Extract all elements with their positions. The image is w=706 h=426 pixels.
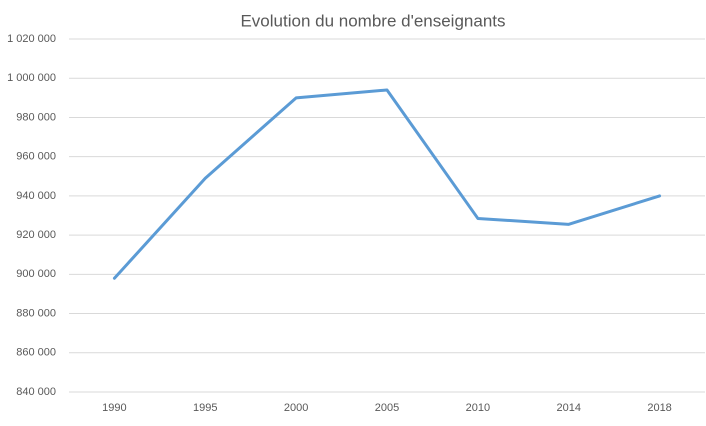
- x-tick-label: 2000: [284, 402, 308, 414]
- x-tick-label: 2014: [556, 402, 580, 414]
- x-tick-label: 2018: [647, 402, 671, 414]
- x-tick-label: 2005: [375, 402, 399, 414]
- y-tick-label: 860 000: [16, 347, 56, 359]
- y-tick-label: 880 000: [16, 307, 56, 319]
- y-tick-label: 900 000: [16, 268, 56, 280]
- x-tick-label: 2010: [466, 402, 490, 414]
- y-tick-label: 940 000: [16, 190, 56, 202]
- y-tick-label: 980 000: [16, 111, 56, 123]
- data-line: [112, 88, 662, 280]
- y-tick-label: 840 000: [16, 386, 56, 398]
- x-tick-label: 1990: [102, 402, 126, 414]
- y-tick-label: 1 020 000: [7, 33, 56, 45]
- y-tick-label: 1 000 000: [7, 72, 56, 84]
- chart-title: Evolution du nombre d'enseignants: [240, 11, 505, 30]
- y-tick-label: 920 000: [16, 229, 56, 241]
- x-tick-label: 1995: [193, 402, 217, 414]
- y-tick-label: 960 000: [16, 151, 56, 163]
